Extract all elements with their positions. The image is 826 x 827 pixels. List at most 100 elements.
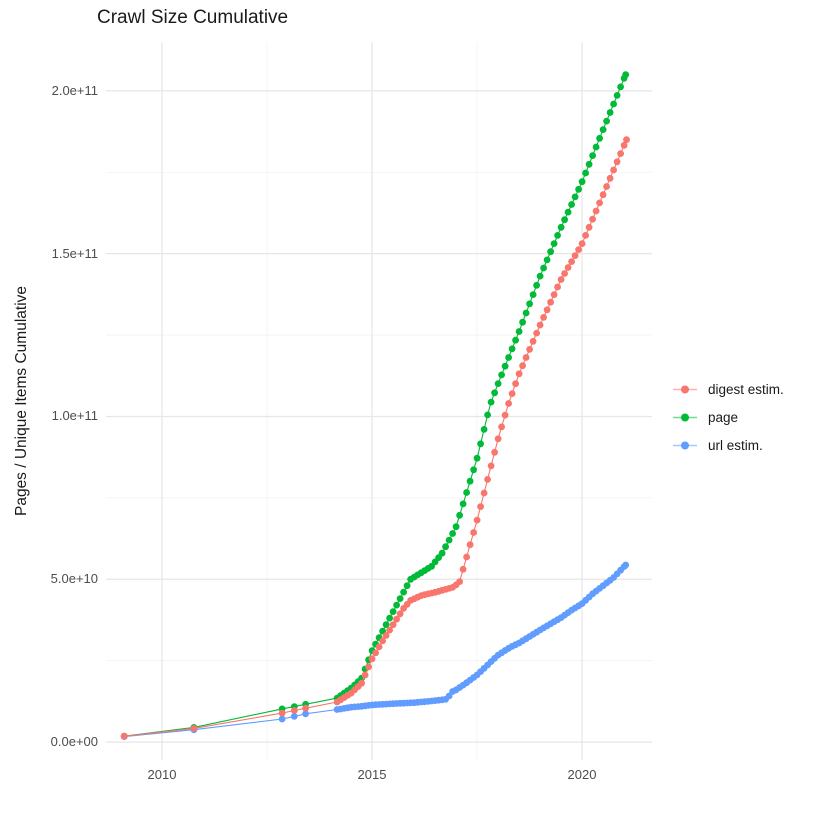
data-point bbox=[494, 435, 502, 443]
data-point bbox=[459, 565, 467, 573]
y-tick-label: 1.5e+11 bbox=[51, 245, 98, 261]
legend-key-dot bbox=[681, 413, 689, 422]
data-point bbox=[400, 588, 407, 596]
data-point bbox=[442, 543, 449, 551]
legend-item-url-estim: url estim. bbox=[672, 436, 784, 455]
data-point bbox=[543, 256, 551, 264]
data-point bbox=[452, 523, 460, 531]
data-point bbox=[613, 158, 621, 166]
data-point bbox=[375, 643, 383, 651]
data-point bbox=[603, 183, 610, 190]
data-point bbox=[386, 626, 393, 634]
data-point bbox=[396, 595, 404, 602]
data-point bbox=[610, 166, 617, 174]
data-point bbox=[463, 489, 470, 496]
data-point bbox=[533, 281, 540, 289]
data-point bbox=[529, 291, 537, 298]
data-point bbox=[491, 389, 498, 397]
data-point bbox=[382, 621, 390, 628]
series-page bbox=[120, 71, 630, 740]
data-point bbox=[543, 306, 551, 314]
data-point bbox=[505, 354, 512, 361]
data-point bbox=[603, 117, 610, 125]
data-point bbox=[571, 193, 579, 201]
data-point bbox=[557, 276, 565, 283]
chart-title: Crawl Size Cumulative bbox=[97, 7, 289, 28]
data-point bbox=[606, 109, 614, 116]
data-point bbox=[610, 100, 617, 108]
data-point bbox=[470, 466, 477, 474]
data-point bbox=[550, 240, 558, 248]
x-tick-label: 2020 bbox=[567, 767, 597, 782]
data-point bbox=[473, 454, 481, 462]
data-point bbox=[585, 160, 593, 168]
data-point bbox=[494, 380, 502, 387]
data-point bbox=[589, 152, 596, 160]
data-point bbox=[536, 272, 544, 280]
y-tick-label: 5.0e+10 bbox=[50, 571, 98, 587]
data-point bbox=[526, 300, 533, 308]
data-point bbox=[382, 632, 390, 639]
y-tick-label: 2.0e+11 bbox=[51, 82, 98, 98]
data-point bbox=[622, 71, 630, 78]
data-point bbox=[480, 426, 488, 433]
data-point bbox=[498, 371, 505, 379]
data-point bbox=[564, 208, 572, 216]
data-point bbox=[522, 354, 530, 361]
data-point bbox=[547, 248, 554, 256]
y-tick-label: 1.0e+11 bbox=[51, 408, 98, 424]
data-point bbox=[557, 223, 565, 231]
data-point bbox=[617, 150, 624, 158]
data-point bbox=[473, 516, 481, 524]
data-point bbox=[393, 601, 400, 609]
data-point bbox=[550, 291, 558, 298]
x-tick-label: 2010 bbox=[147, 767, 177, 782]
data-point bbox=[477, 503, 484, 510]
data-point bbox=[575, 185, 582, 193]
data-point bbox=[533, 329, 540, 337]
data-point bbox=[582, 232, 589, 239]
data-point bbox=[480, 489, 488, 497]
data-point bbox=[456, 511, 463, 519]
data-point bbox=[526, 346, 533, 353]
data-point bbox=[599, 126, 607, 133]
legend-label: page bbox=[708, 410, 739, 425]
data-point bbox=[459, 500, 467, 508]
legend-label: url estim. bbox=[708, 438, 763, 453]
data-point bbox=[568, 201, 575, 208]
legend: digest estim. page url estim. bbox=[672, 380, 784, 455]
data-point bbox=[536, 321, 544, 329]
data-point bbox=[278, 709, 286, 717]
data-point bbox=[622, 561, 630, 569]
data-point bbox=[522, 309, 530, 317]
data-point bbox=[564, 264, 572, 271]
data-point bbox=[623, 136, 630, 144]
data-point bbox=[592, 143, 600, 151]
data-point bbox=[540, 314, 547, 321]
data-point bbox=[278, 715, 286, 723]
data-point bbox=[487, 398, 495, 406]
data-point bbox=[470, 529, 477, 536]
data-point bbox=[512, 380, 519, 388]
data-point bbox=[393, 615, 400, 623]
data-point bbox=[599, 191, 607, 199]
data-point bbox=[529, 337, 537, 345]
legend-key-digest-icon bbox=[673, 385, 697, 394]
data-point bbox=[589, 215, 596, 223]
data-point bbox=[519, 318, 526, 326]
data-point bbox=[613, 92, 621, 99]
data-point bbox=[606, 174, 614, 182]
data-point bbox=[519, 362, 526, 370]
legend-item-digest-estim: digest estim. bbox=[672, 380, 784, 399]
data-point bbox=[617, 83, 624, 91]
x-tick-label: 2015 bbox=[357, 767, 387, 782]
data-point bbox=[361, 671, 369, 679]
data-point bbox=[396, 610, 404, 618]
data-point bbox=[438, 549, 446, 557]
data-point bbox=[302, 710, 309, 718]
data-point bbox=[358, 679, 365, 687]
data-point bbox=[578, 240, 586, 248]
data-point bbox=[368, 655, 376, 663]
data-point bbox=[592, 207, 600, 215]
data-point bbox=[571, 252, 579, 259]
